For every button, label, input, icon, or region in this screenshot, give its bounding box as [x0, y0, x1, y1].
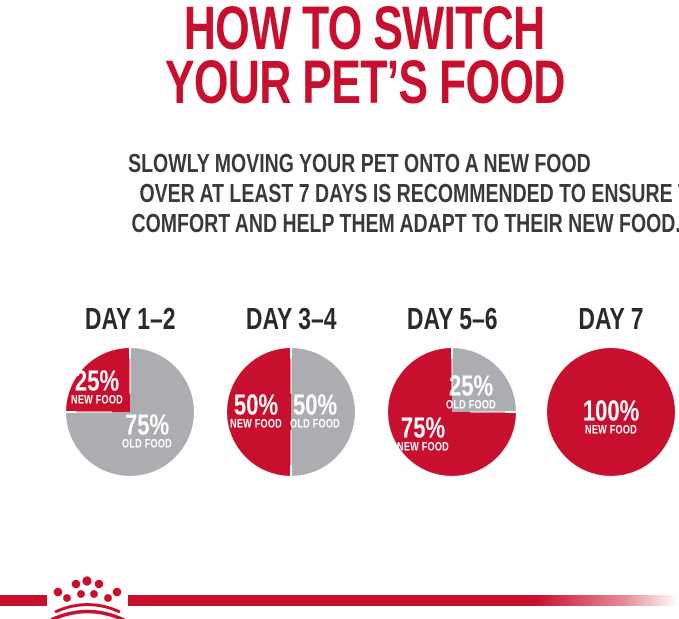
day-label: DAY 3–4: [245, 301, 337, 336]
pie-chart-day-7: 100% NEW FOOD: [547, 348, 675, 476]
page-title-line-1: HOW TO SWITCH: [184, 0, 545, 62]
slice-label-old-food: 25% OLD FOOD: [446, 370, 497, 412]
slice-label-old-food: 75% OLD FOOD: [121, 409, 172, 451]
page-title: HOW TO SWITCH YOUR PET’S FOOD: [50, 0, 679, 116]
subtitle-line-1: SLOWLY MOVING YOUR PET ONTO A NEW FOOD: [128, 148, 591, 178]
slice-label-new-food: 50% NEW FOOD: [230, 389, 283, 431]
slice-label-new-food: 25% NEW FOOD: [70, 365, 123, 407]
pie-group-day-1-2: DAY 1–2 25% NEW FOOD 75% OLD FOOD: [66, 301, 194, 476]
page-title-line-2: YOUR PET’S FOOD: [164, 48, 565, 116]
pie-chart-day-3-4: 50% NEW FOOD 50% OLD FOOD: [227, 348, 355, 476]
subtitle-line-2: OVER AT LEAST 7 DAYS IS RECOMMENDED TO E…: [139, 178, 679, 208]
slice-label-old-food: 50% OLD FOOD: [290, 389, 341, 431]
subtitle: SLOWLY MOVING YOUR PET ONTO A NEW FOOD O…: [40, 148, 679, 238]
day-label: DAY 7: [578, 301, 644, 336]
day-label: DAY 1–2: [84, 301, 176, 336]
pie-group-day-3-4: DAY 3–4 50% NEW FOOD 50% OLD FOOD: [227, 301, 355, 476]
footer-divider-bar-left: [0, 595, 47, 606]
slice-label-new-food: 100% NEW FOOD: [582, 395, 640, 437]
slice-label-new-food: 75% NEW FOOD: [396, 412, 449, 454]
pie-chart-day-1-2: 25% NEW FOOD 75% OLD FOOD: [66, 348, 194, 476]
royal-canin-crown-icon: [50, 576, 125, 619]
pie-chart-day-5-6: 75% NEW FOOD 25% OLD FOOD: [388, 348, 516, 476]
footer-divider-bar-right: [128, 595, 679, 606]
subtitle-line-3: COMFORT AND HELP THEM ADAPT TO THEIR NEW…: [131, 208, 679, 238]
day-label: DAY 5–6: [406, 301, 498, 336]
pie-group-day-7: DAY 7 100% NEW FOOD: [547, 301, 675, 476]
pie-group-day-5-6: DAY 5–6 75% NEW FOOD 25% OLD FOOD: [388, 301, 516, 476]
